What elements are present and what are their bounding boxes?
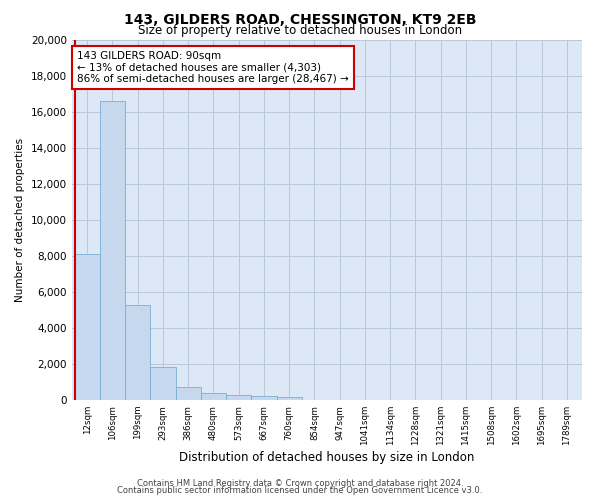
Bar <box>251 396 277 400</box>
Bar <box>100 101 125 400</box>
Text: Contains HM Land Registry data © Crown copyright and database right 2024.: Contains HM Land Registry data © Crown c… <box>137 478 463 488</box>
Bar <box>226 395 251 400</box>
Text: Contains public sector information licensed under the Open Government Licence v3: Contains public sector information licen… <box>118 486 482 495</box>
Text: Size of property relative to detached houses in London: Size of property relative to detached ho… <box>138 24 462 37</box>
Bar <box>176 388 201 400</box>
Text: 143 GILDERS ROAD: 90sqm
← 13% of detached houses are smaller (4,303)
86% of semi: 143 GILDERS ROAD: 90sqm ← 13% of detache… <box>77 51 349 84</box>
Text: 143, GILDERS ROAD, CHESSINGTON, KT9 2EB: 143, GILDERS ROAD, CHESSINGTON, KT9 2EB <box>124 12 476 26</box>
Bar <box>125 304 150 400</box>
X-axis label: Distribution of detached houses by size in London: Distribution of detached houses by size … <box>179 451 475 464</box>
Bar <box>201 393 226 400</box>
Y-axis label: Number of detached properties: Number of detached properties <box>16 138 25 302</box>
Bar <box>277 396 302 400</box>
Bar <box>150 366 176 400</box>
Bar <box>74 254 100 400</box>
